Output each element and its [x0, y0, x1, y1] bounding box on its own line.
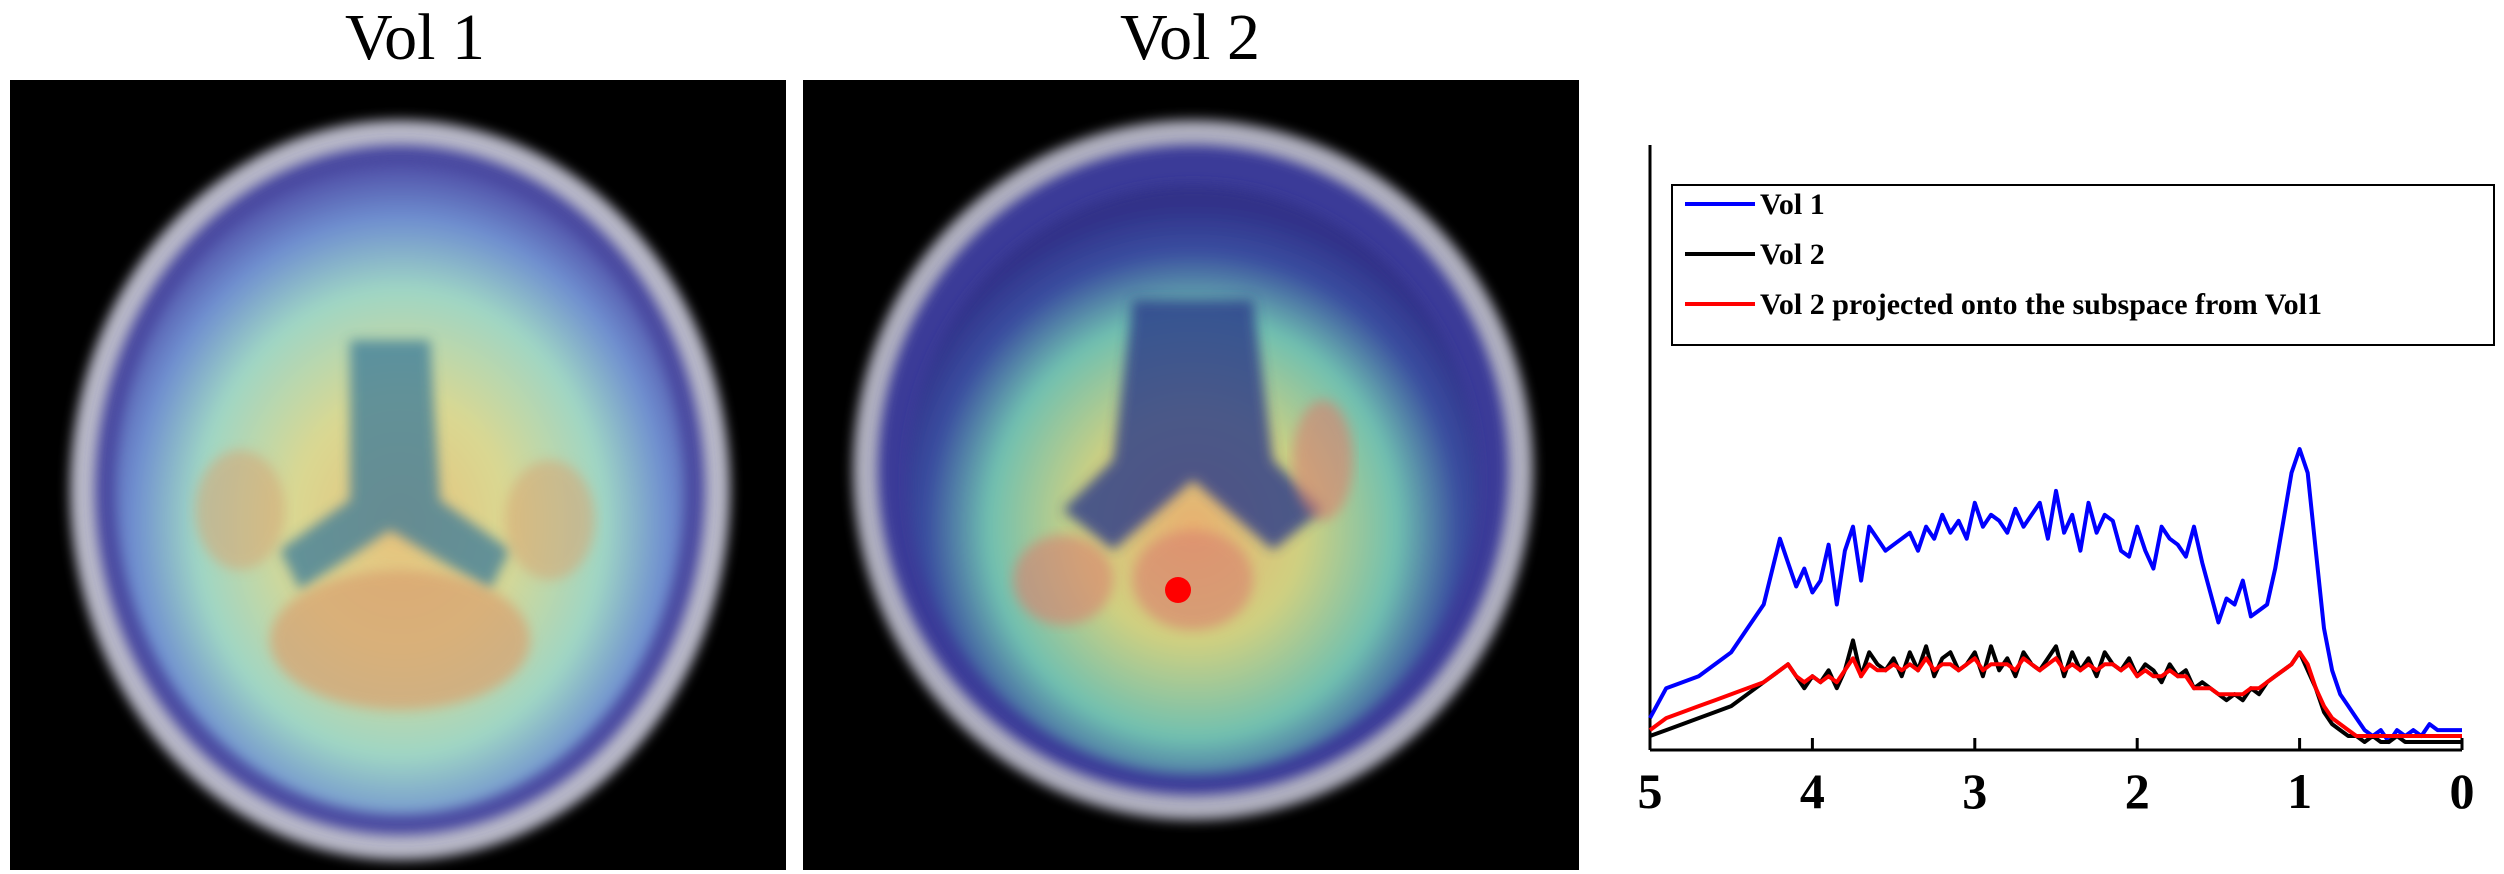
seed-point-marker [1165, 577, 1191, 603]
x-tick-label: 3 [1962, 763, 1987, 819]
legend-entry: Vol 1 [1760, 188, 1825, 221]
x-tick-label: 1 [2287, 763, 2312, 819]
line-chart: 5 4 3 2 1 0 Vol 1 Vol 2 Vol 2 projected onto th… [1638, 145, 2495, 819]
legend-box [1671, 184, 2495, 346]
legend-entry: Vol 2 [1760, 238, 1825, 271]
vol2-title: Vol 2 [1120, 1, 1260, 74]
x-tick-label: 4 [1800, 763, 1825, 819]
x-tick-label: 5 [1638, 763, 1663, 819]
series-line-1 [1648, 447, 2462, 744]
brain-scan-vol2 [803, 80, 1579, 870]
series-line-3 [1648, 650, 2462, 738]
x-tick-label: 0 [2450, 763, 2475, 819]
x-tick-label: 2 [2125, 763, 2150, 819]
vol1-title: Vol 1 [345, 1, 485, 74]
legend-entry: Vol 2 projected onto the subspace from V… [1760, 288, 2322, 321]
series-line-2 [1649, 638, 2462, 744]
brain-scan-vol1 [10, 80, 786, 870]
